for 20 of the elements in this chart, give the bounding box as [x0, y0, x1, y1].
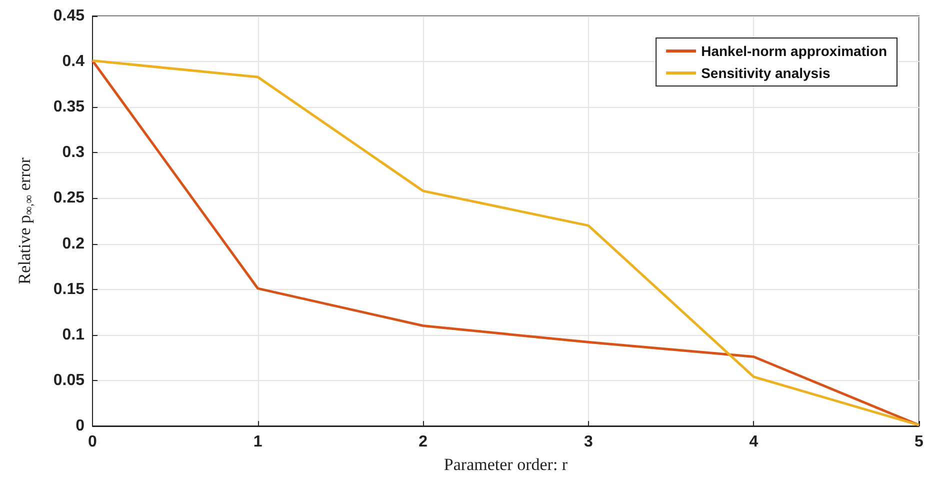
x-tick-label: 4	[749, 434, 758, 450]
x-tick-label: 1	[253, 434, 262, 450]
x-axis-title: Parameter order: r	[444, 455, 568, 474]
x-tick-label: 0	[88, 434, 98, 450]
y-tick-label: 0.2	[62, 235, 85, 252]
y-tick-label: 0.35	[53, 98, 85, 116]
y-tick-label: 0.05	[53, 372, 85, 389]
y-axis-title: Relative p∞,∞ error	[15, 157, 36, 284]
y-tick-label: 0	[76, 418, 85, 434]
y-tick-label: 0.4	[62, 53, 85, 70]
x-tick-label: 5	[914, 434, 924, 450]
y-tick-label: 0.45	[53, 8, 85, 24]
y-tick-label: 0.25	[53, 190, 85, 207]
x-tick-label: 3	[584, 434, 593, 450]
y-tick-label: 0.1	[62, 326, 85, 344]
legend-label: Sensitivity analysis	[701, 65, 830, 81]
legend-label: Hankel-norm approximation	[701, 43, 888, 59]
y-tick-label: 0.15	[53, 280, 85, 298]
y-tick-label: 0.3	[62, 144, 85, 162]
x-tick-label: 2	[418, 434, 428, 450]
